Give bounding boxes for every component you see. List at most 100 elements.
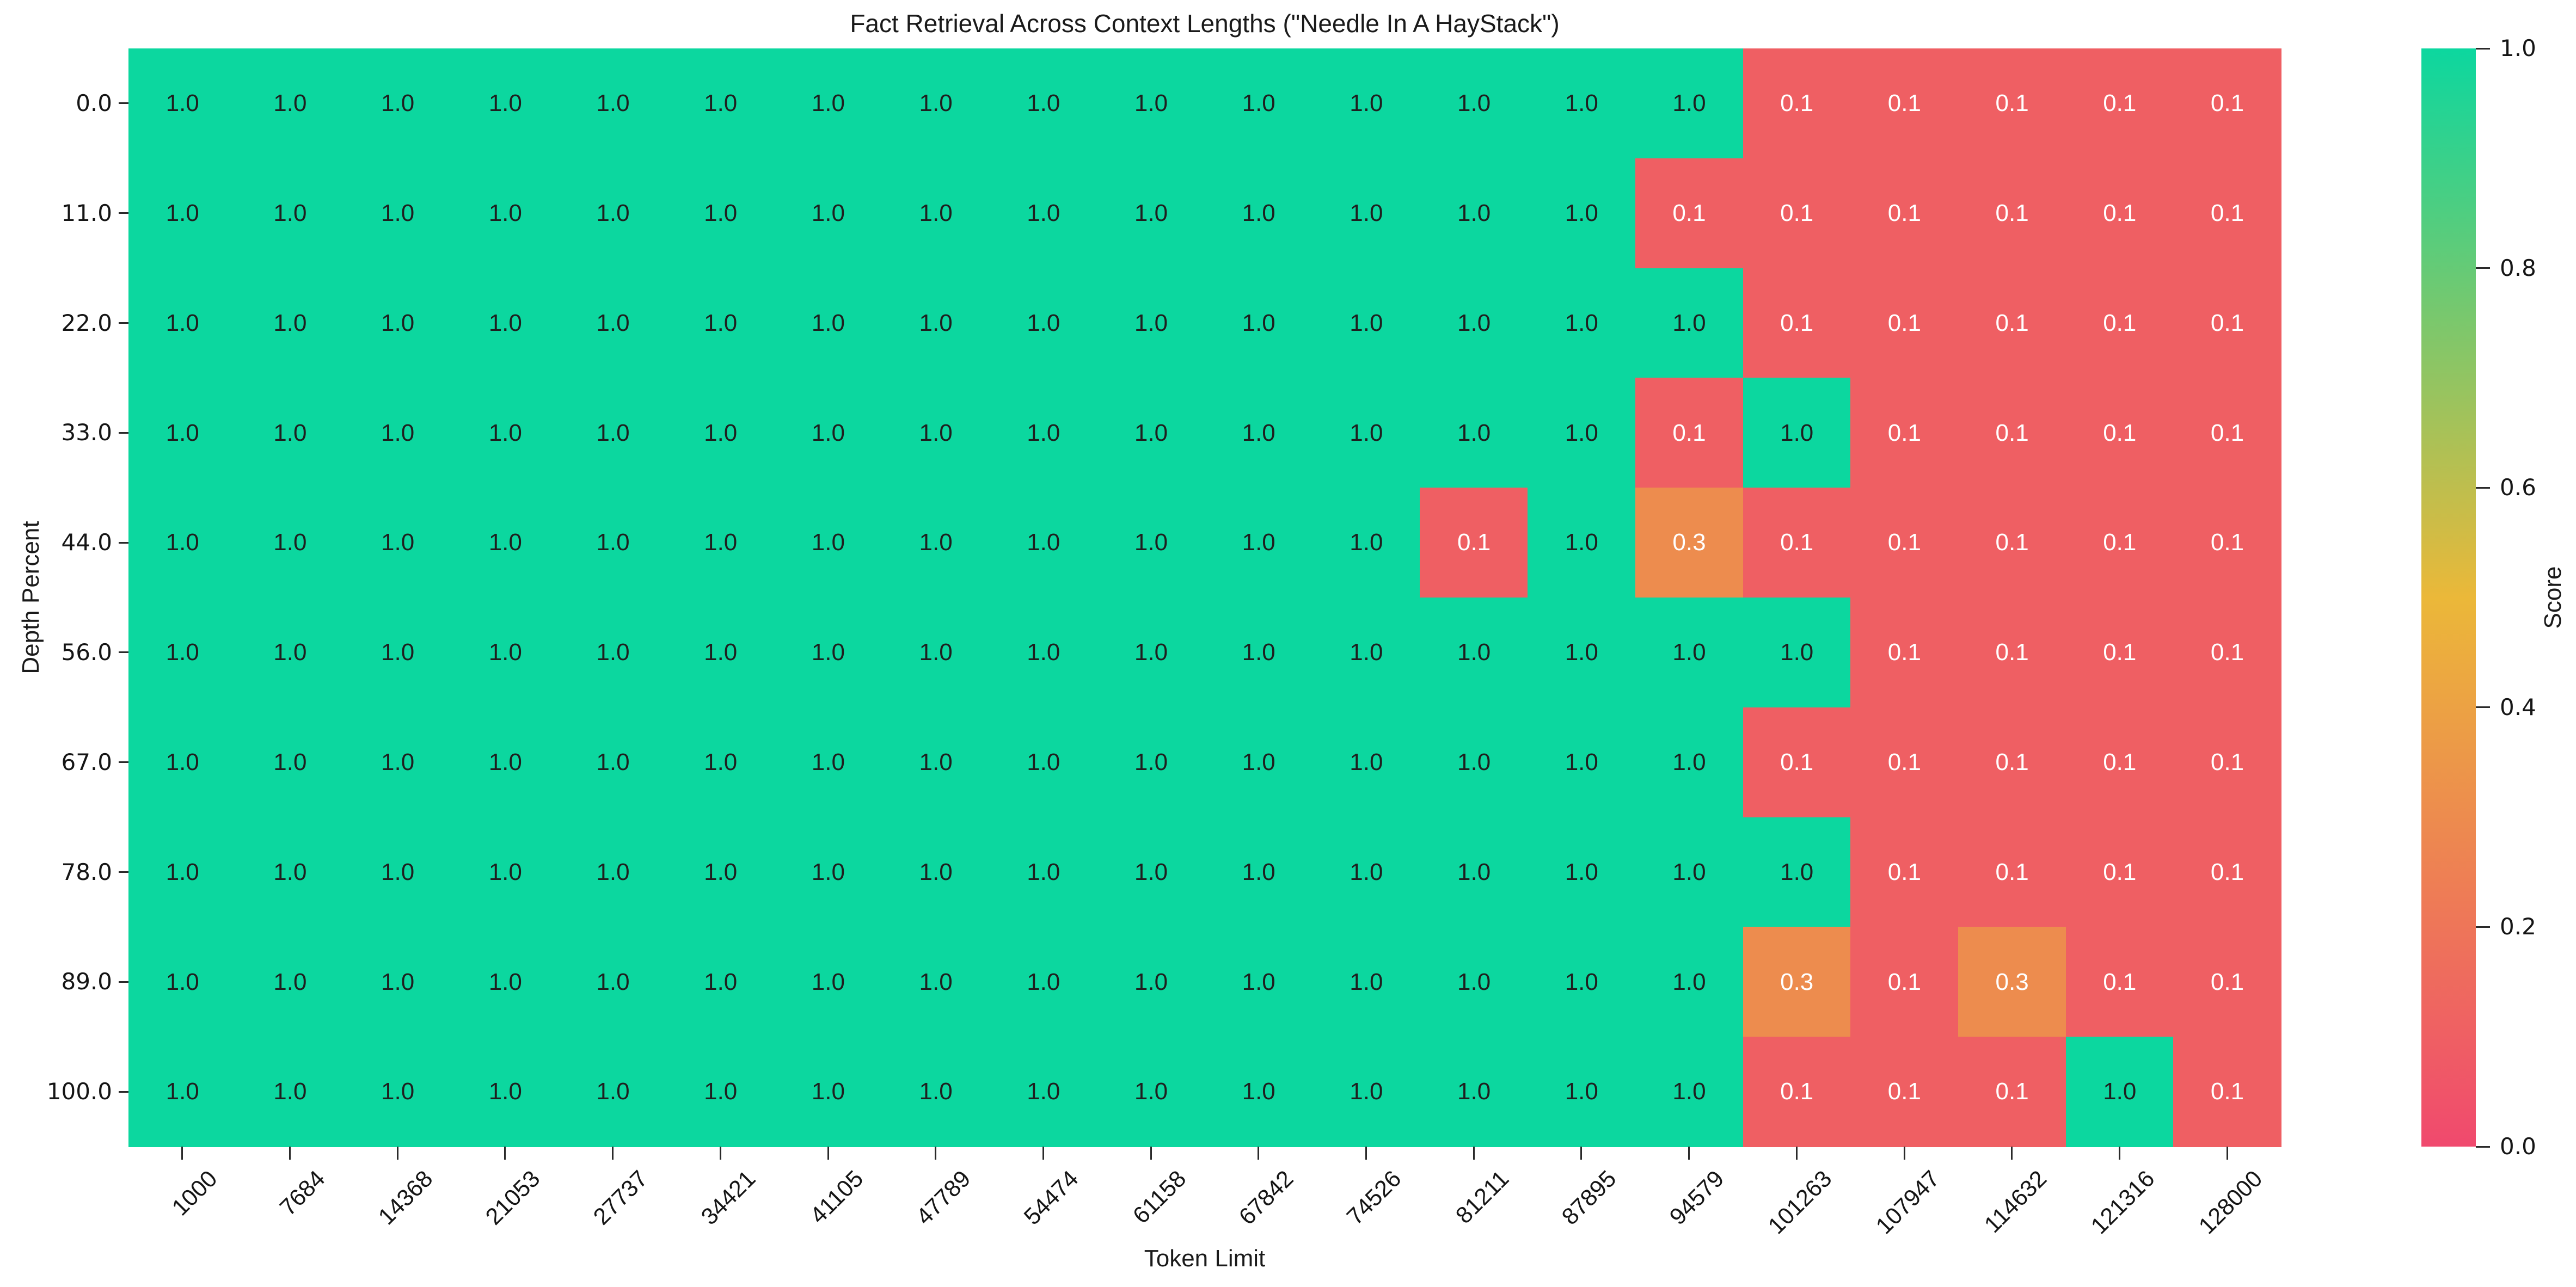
heatmap-cell: 1.0 [128, 378, 237, 488]
heatmap-cell: 1.0 [1205, 378, 1313, 488]
heatmap-cell-value: 1.0 [1565, 529, 1598, 556]
heatmap-cell-value: 1.0 [1134, 1078, 1168, 1105]
heatmap-cell: 1.0 [1635, 48, 1744, 159]
heatmap-cell: 1.0 [881, 1037, 990, 1147]
heatmap-cell: 0.1 [2173, 158, 2281, 269]
heatmap-cell-value: 1.0 [919, 200, 953, 227]
heatmap-cell-value: 1.0 [165, 639, 199, 666]
heatmap-cell: 0.1 [2065, 158, 2174, 269]
heatmap-cell-value: 1.0 [704, 639, 738, 666]
heatmap-cell-value: 1.0 [381, 200, 415, 227]
heatmap-cell-value: 0.1 [1887, 419, 1921, 446]
heatmap-cell: 0.1 [1743, 1037, 1851, 1147]
heatmap-cell: 1.0 [1528, 48, 1636, 159]
heatmap-cell-value: 1.0 [1565, 90, 1598, 117]
heatmap-cell-value: 0.1 [1780, 90, 1814, 117]
heatmap-cell: 1.0 [666, 598, 775, 708]
heatmap-cell-value: 1.0 [273, 858, 307, 885]
heatmap-cell: 1.0 [1743, 378, 1851, 488]
heatmap-cell: 0.1 [1743, 158, 1851, 269]
heatmap-cell-value: 1.0 [1565, 639, 1598, 666]
heatmap-cell-value: 1.0 [596, 419, 630, 446]
heatmap-cell: 1.0 [451, 927, 560, 1037]
heatmap-cell-value: 0.1 [2103, 858, 2137, 885]
heatmap-cell-value: 0.1 [1995, 529, 2029, 556]
heatmap-cell-value: 1.0 [811, 419, 845, 446]
colorbar-tick-mark [2476, 706, 2490, 709]
heatmap-cell: 1.0 [1205, 48, 1313, 159]
heatmap-cell: 0.1 [1420, 488, 1528, 598]
heatmap-cell: 1.0 [666, 48, 775, 159]
heatmap-cell: 1.0 [989, 48, 1097, 159]
heatmap-cell: 1.0 [1635, 927, 1744, 1037]
heatmap-cell-value: 1.0 [1350, 200, 1383, 227]
x-tick-label: 114632 [1979, 1165, 2052, 1239]
heatmap-cell: 1.0 [1097, 268, 1205, 379]
y-tick-mark [119, 432, 128, 434]
heatmap-cell: 1.0 [1312, 48, 1421, 159]
x-axis-label: Token Limit [1144, 1245, 1266, 1272]
heatmap-cell: 1.0 [881, 378, 990, 488]
heatmap-cell: 0.1 [1850, 268, 1959, 379]
x-tick-label: 34421 [696, 1165, 761, 1230]
heatmap-cell-value: 1.0 [1350, 858, 1383, 885]
heatmap-cell-value: 1.0 [165, 529, 199, 556]
heatmap-cell: 1.0 [881, 817, 990, 928]
y-tick-label: 100.0 [46, 1078, 112, 1105]
x-tick-mark [1042, 1147, 1044, 1160]
heatmap-cell: 1.0 [1205, 158, 1313, 269]
heatmap-cell: 1.0 [1312, 488, 1421, 598]
heatmap-cell: 1.0 [881, 158, 990, 269]
heatmap-cell-value: 1.0 [165, 309, 199, 336]
heatmap-cell-value: 1.0 [919, 90, 953, 117]
heatmap-cell-value: 1.0 [1672, 858, 1706, 885]
heatmap-cell: 1.0 [774, 1037, 882, 1147]
heatmap-cell-value: 1.0 [1242, 968, 1275, 995]
heatmap-cell-value: 1.0 [704, 1078, 738, 1105]
colorbar-tick-mark [2476, 1146, 2490, 1148]
heatmap-cell-value: 0.1 [2210, 529, 2244, 556]
heatmap-cell: 1.0 [1528, 378, 1636, 488]
x-tick-mark [1903, 1147, 1905, 1160]
heatmap-cell-value: 1.0 [273, 419, 307, 446]
heatmap-cell-value: 0.3 [1672, 529, 1706, 556]
heatmap-cell-value: 1.0 [1027, 968, 1060, 995]
heatmap-cell: 1.0 [128, 817, 237, 928]
heatmap-cell: 0.1 [1850, 927, 1959, 1037]
heatmap-cell-value: 1.0 [1242, 309, 1275, 336]
heatmap-cell: 1.0 [451, 817, 560, 928]
x-tick-label: 87895 [1557, 1165, 1622, 1230]
heatmap-cell: 1.0 [1528, 268, 1636, 379]
heatmap-cell: 1.0 [1420, 1037, 1528, 1147]
heatmap-cell-value: 1.0 [919, 1078, 953, 1105]
heatmap-cell-value: 1.0 [273, 90, 307, 117]
heatmap-cell-value: 0.1 [1995, 200, 2029, 227]
heatmap-cell-value: 0.1 [1995, 90, 2029, 117]
heatmap-cell: 0.1 [1850, 48, 1959, 159]
heatmap-cell: 0.1 [2173, 927, 2281, 1037]
heatmap-cell-value: 1.0 [1134, 309, 1168, 336]
heatmap-cell-value: 0.1 [2210, 1078, 2244, 1105]
heatmap-cell-value: 1.0 [1027, 858, 1060, 885]
heatmap-cell: 0.1 [1635, 158, 1744, 269]
heatmap-cell: 1.0 [774, 158, 882, 269]
x-tick-mark [396, 1147, 398, 1160]
heatmap-cell-value: 0.1 [2103, 419, 2137, 446]
heatmap-cell: 1.0 [666, 1037, 775, 1147]
heatmap-cell: 1.0 [1528, 598, 1636, 708]
heatmap-cell-value: 1.0 [1457, 90, 1491, 117]
heatmap-cell-value: 1.0 [488, 639, 522, 666]
heatmap-cell-value: 0.3 [1995, 968, 2029, 995]
heatmap-cell: 0.1 [1850, 488, 1959, 598]
heatmap-cell-value: 1.0 [596, 639, 630, 666]
heatmap-cell: 1.0 [344, 378, 452, 488]
heatmap-cell: 0.1 [2173, 268, 2281, 379]
heatmap-cell: 1.0 [989, 158, 1097, 269]
heatmap-cell-value: 0.1 [1780, 1078, 1814, 1105]
heatmap-cell-value: 1.0 [704, 968, 738, 995]
heatmap-cell: 1.0 [1635, 268, 1744, 379]
colorbar-tick-mark [2476, 926, 2490, 928]
heatmap-cell: 1.0 [236, 488, 345, 598]
heatmap-cell-value: 1.0 [811, 858, 845, 885]
heatmap-cell-value: 1.0 [381, 639, 415, 666]
